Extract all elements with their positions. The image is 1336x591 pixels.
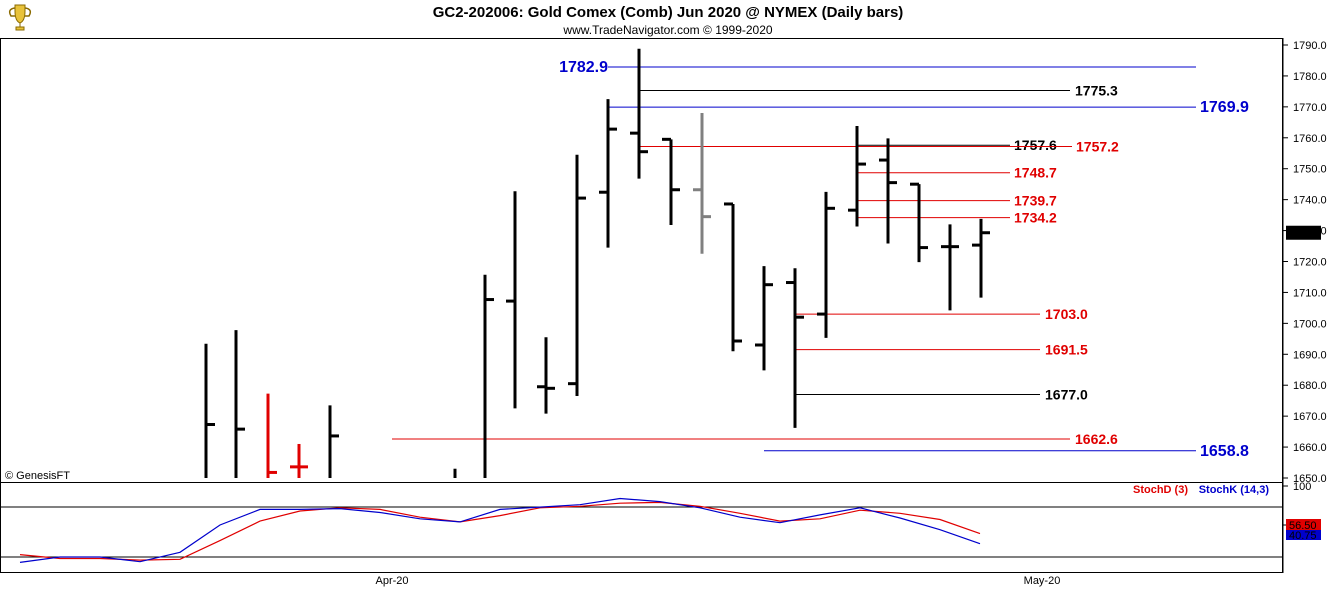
level-label: 1757.2	[1076, 138, 1119, 154]
level-label: 1677.0	[1045, 386, 1088, 402]
y-tick-label: 1700.0	[1293, 318, 1327, 330]
y-tick-label: 1710.0	[1293, 287, 1327, 299]
x-tick-label: Apr-20	[375, 575, 408, 587]
y-tick-label: 1660.0	[1293, 442, 1327, 454]
level-label: 1691.5	[1045, 342, 1088, 358]
chart-title: GC2-202006: Gold Comex (Comb) Jun 2020 @…	[433, 4, 904, 21]
y-tick-label: 1780.0	[1293, 71, 1327, 83]
watermark: © GenesisFT	[5, 470, 70, 482]
y-tick-label: 1790.0	[1293, 40, 1327, 52]
stoch-d-last-box	[1286, 519, 1321, 531]
x-tick-label: May-20	[1024, 575, 1061, 587]
y-tick-label: 1670.0	[1293, 411, 1327, 423]
trophy-icon	[8, 4, 32, 31]
last-price-label: 1729.3	[1288, 228, 1322, 240]
level-label: 1757.6	[1014, 137, 1057, 153]
y-tick-label: 1690.0	[1293, 349, 1327, 361]
y-tick-label: 1770.0	[1293, 102, 1327, 114]
legend-stoch-d: StochD (3)	[1133, 484, 1188, 496]
legend-stoch-k: StochK (14,3)	[1199, 484, 1270, 496]
stoch-y-tick-label: 100	[1293, 481, 1311, 493]
level-label: 1782.9	[559, 59, 608, 76]
level-label: 1703.0	[1045, 306, 1088, 322]
stoch-k-line	[19, 497, 981, 563]
chart-subtitle: www.TradeNavigator.com © 1999-2020	[562, 23, 772, 37]
y-tick-label: 1650.0	[1293, 473, 1327, 485]
level-label: 1658.8	[1200, 443, 1249, 460]
level-label: 1662.6	[1075, 431, 1118, 447]
y-tick-label: 1720.0	[1293, 257, 1327, 269]
level-label: 1739.7	[1014, 193, 1057, 209]
y-tick-label: 1740.0	[1293, 195, 1327, 207]
level-label: 1734.2	[1014, 210, 1057, 226]
level-label: 1775.3	[1075, 82, 1118, 98]
last-price-box	[1286, 225, 1321, 240]
level-label: 1748.7	[1014, 165, 1057, 181]
y-tick-label: 1760.0	[1293, 133, 1327, 145]
stoch-k-last-box	[1286, 530, 1321, 540]
y-tick-label: 1750.0	[1293, 164, 1327, 176]
stoch-panel-frame	[0, 482, 1283, 573]
stoch-d-line	[19, 501, 981, 561]
level-label: 1769.9	[1200, 99, 1249, 116]
stoch-d-last-value: 56.50	[1289, 520, 1317, 532]
stoch-k-last-value: 40.75	[1289, 530, 1317, 542]
price-panel-frame	[0, 38, 1283, 483]
y-tick-label: 1680.0	[1293, 380, 1327, 392]
